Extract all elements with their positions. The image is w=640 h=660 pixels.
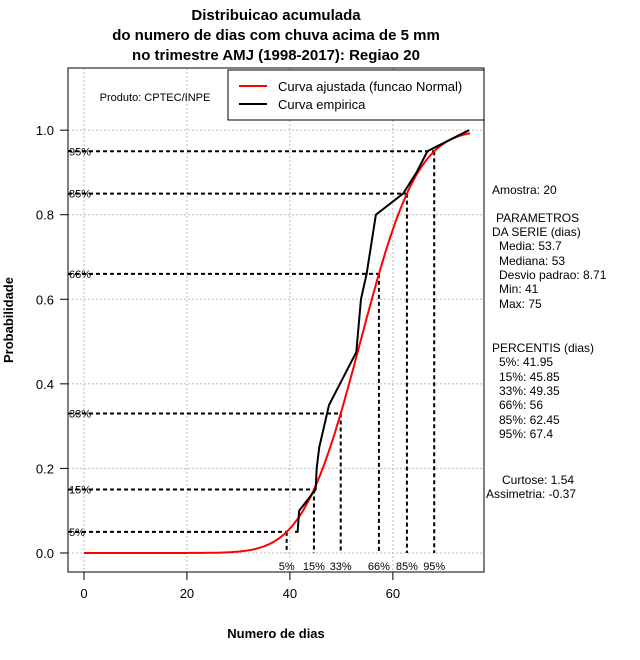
percentil-15: 15%: 45.85 [499, 370, 560, 384]
param-min: Min: 41 [499, 282, 539, 296]
percentile-x-label: 66% [368, 561, 390, 573]
percentil-85: 85%: 62.45 [499, 413, 560, 427]
credit-label: Produto: CPTEC/INPE [100, 92, 211, 104]
params-title-2: DA SERIE (dias) [492, 225, 581, 239]
percentile-y-label: 95% [69, 146, 91, 158]
legend-box [227, 69, 485, 121]
percentile-y-label: 85% [69, 189, 91, 201]
plot-frame [67, 67, 485, 573]
percentil-5: 5%: 41.95 [499, 355, 553, 369]
x-tick-label: 60 [386, 586, 400, 601]
percentile-x-label: 33% [330, 561, 352, 573]
chart-title-line-3: no trimestre AMJ (1998-2017): Regiao 20 [132, 47, 420, 64]
statistics-panel: Amostra: 20 PARAMETROS DA SERIE (dias) M… [486, 183, 607, 501]
percentile-x-label: 85% [396, 561, 418, 573]
percentil-33: 33%: 49.35 [499, 384, 560, 398]
sample-size: Amostra: 20 [492, 183, 557, 197]
y-tick-label: 1.0 [36, 123, 54, 138]
assimetria: Assimetria: -0.37 [486, 487, 576, 501]
percentile-y-label: 15% [69, 485, 91, 497]
legend-label-fitted: Curva ajustada (funcao Normal) [278, 79, 462, 94]
axes: 0 20 40 60 0.0 0.2 0.4 0.6 0.8 1.0 [36, 123, 400, 601]
percentile-y-label: 33% [69, 408, 91, 420]
param-media: Media: 53.7 [499, 239, 562, 253]
grid [68, 68, 484, 572]
percentil-95: 95%: 67.4 [499, 427, 553, 441]
legend: Curva ajustada (funcao Normal) Curva emp… [227, 69, 485, 121]
param-desvio: Desvio padrao: 8.71 [499, 268, 607, 282]
curtose: Curtose: 1.54 [502, 473, 574, 487]
percentil-66: 66%: 56 [499, 398, 543, 412]
y-tick-label: 0.8 [36, 208, 54, 223]
y-tick-label: 0.6 [36, 292, 54, 307]
percentile-x-label: 15% [303, 561, 325, 573]
percentile-y-label: 5% [69, 527, 85, 539]
y-tick-label: 0.2 [36, 461, 54, 476]
legend-label-empirical: Curva empirica [278, 97, 366, 112]
percentile-y-label: 66% [69, 269, 91, 281]
chart-title-line-1: Distribuicao acumulada [191, 7, 361, 24]
param-mediana: Mediana: 53 [499, 254, 565, 268]
x-tick-label: 0 [80, 586, 87, 601]
x-tick-label: 40 [283, 586, 297, 601]
percentile-x-label: 95% [423, 561, 445, 573]
params-title-1: PARAMETROS [496, 211, 579, 225]
y-tick-label: 0.0 [36, 546, 54, 561]
chart-title-line-2: do numero de dias com chuva acima de 5 m… [112, 27, 440, 44]
fitted-normal-curve [84, 132, 471, 554]
percentile-lines: 5% 5% 15% 15% 33% 33% 66% 66% 85% 85% 95% 95% [68, 146, 445, 573]
percentis-title: PERCENTIS (dias) [492, 341, 594, 355]
y-tick-label: 0.4 [36, 377, 54, 392]
param-max: Max: 75 [499, 297, 542, 311]
y-axis-label: Probabilidade [1, 277, 16, 363]
x-tick-label: 20 [180, 586, 194, 601]
percentile-x-label: 5% [279, 561, 295, 573]
x-axis-label: Numero de dias [227, 626, 325, 641]
empirical-curve [295, 129, 470, 533]
